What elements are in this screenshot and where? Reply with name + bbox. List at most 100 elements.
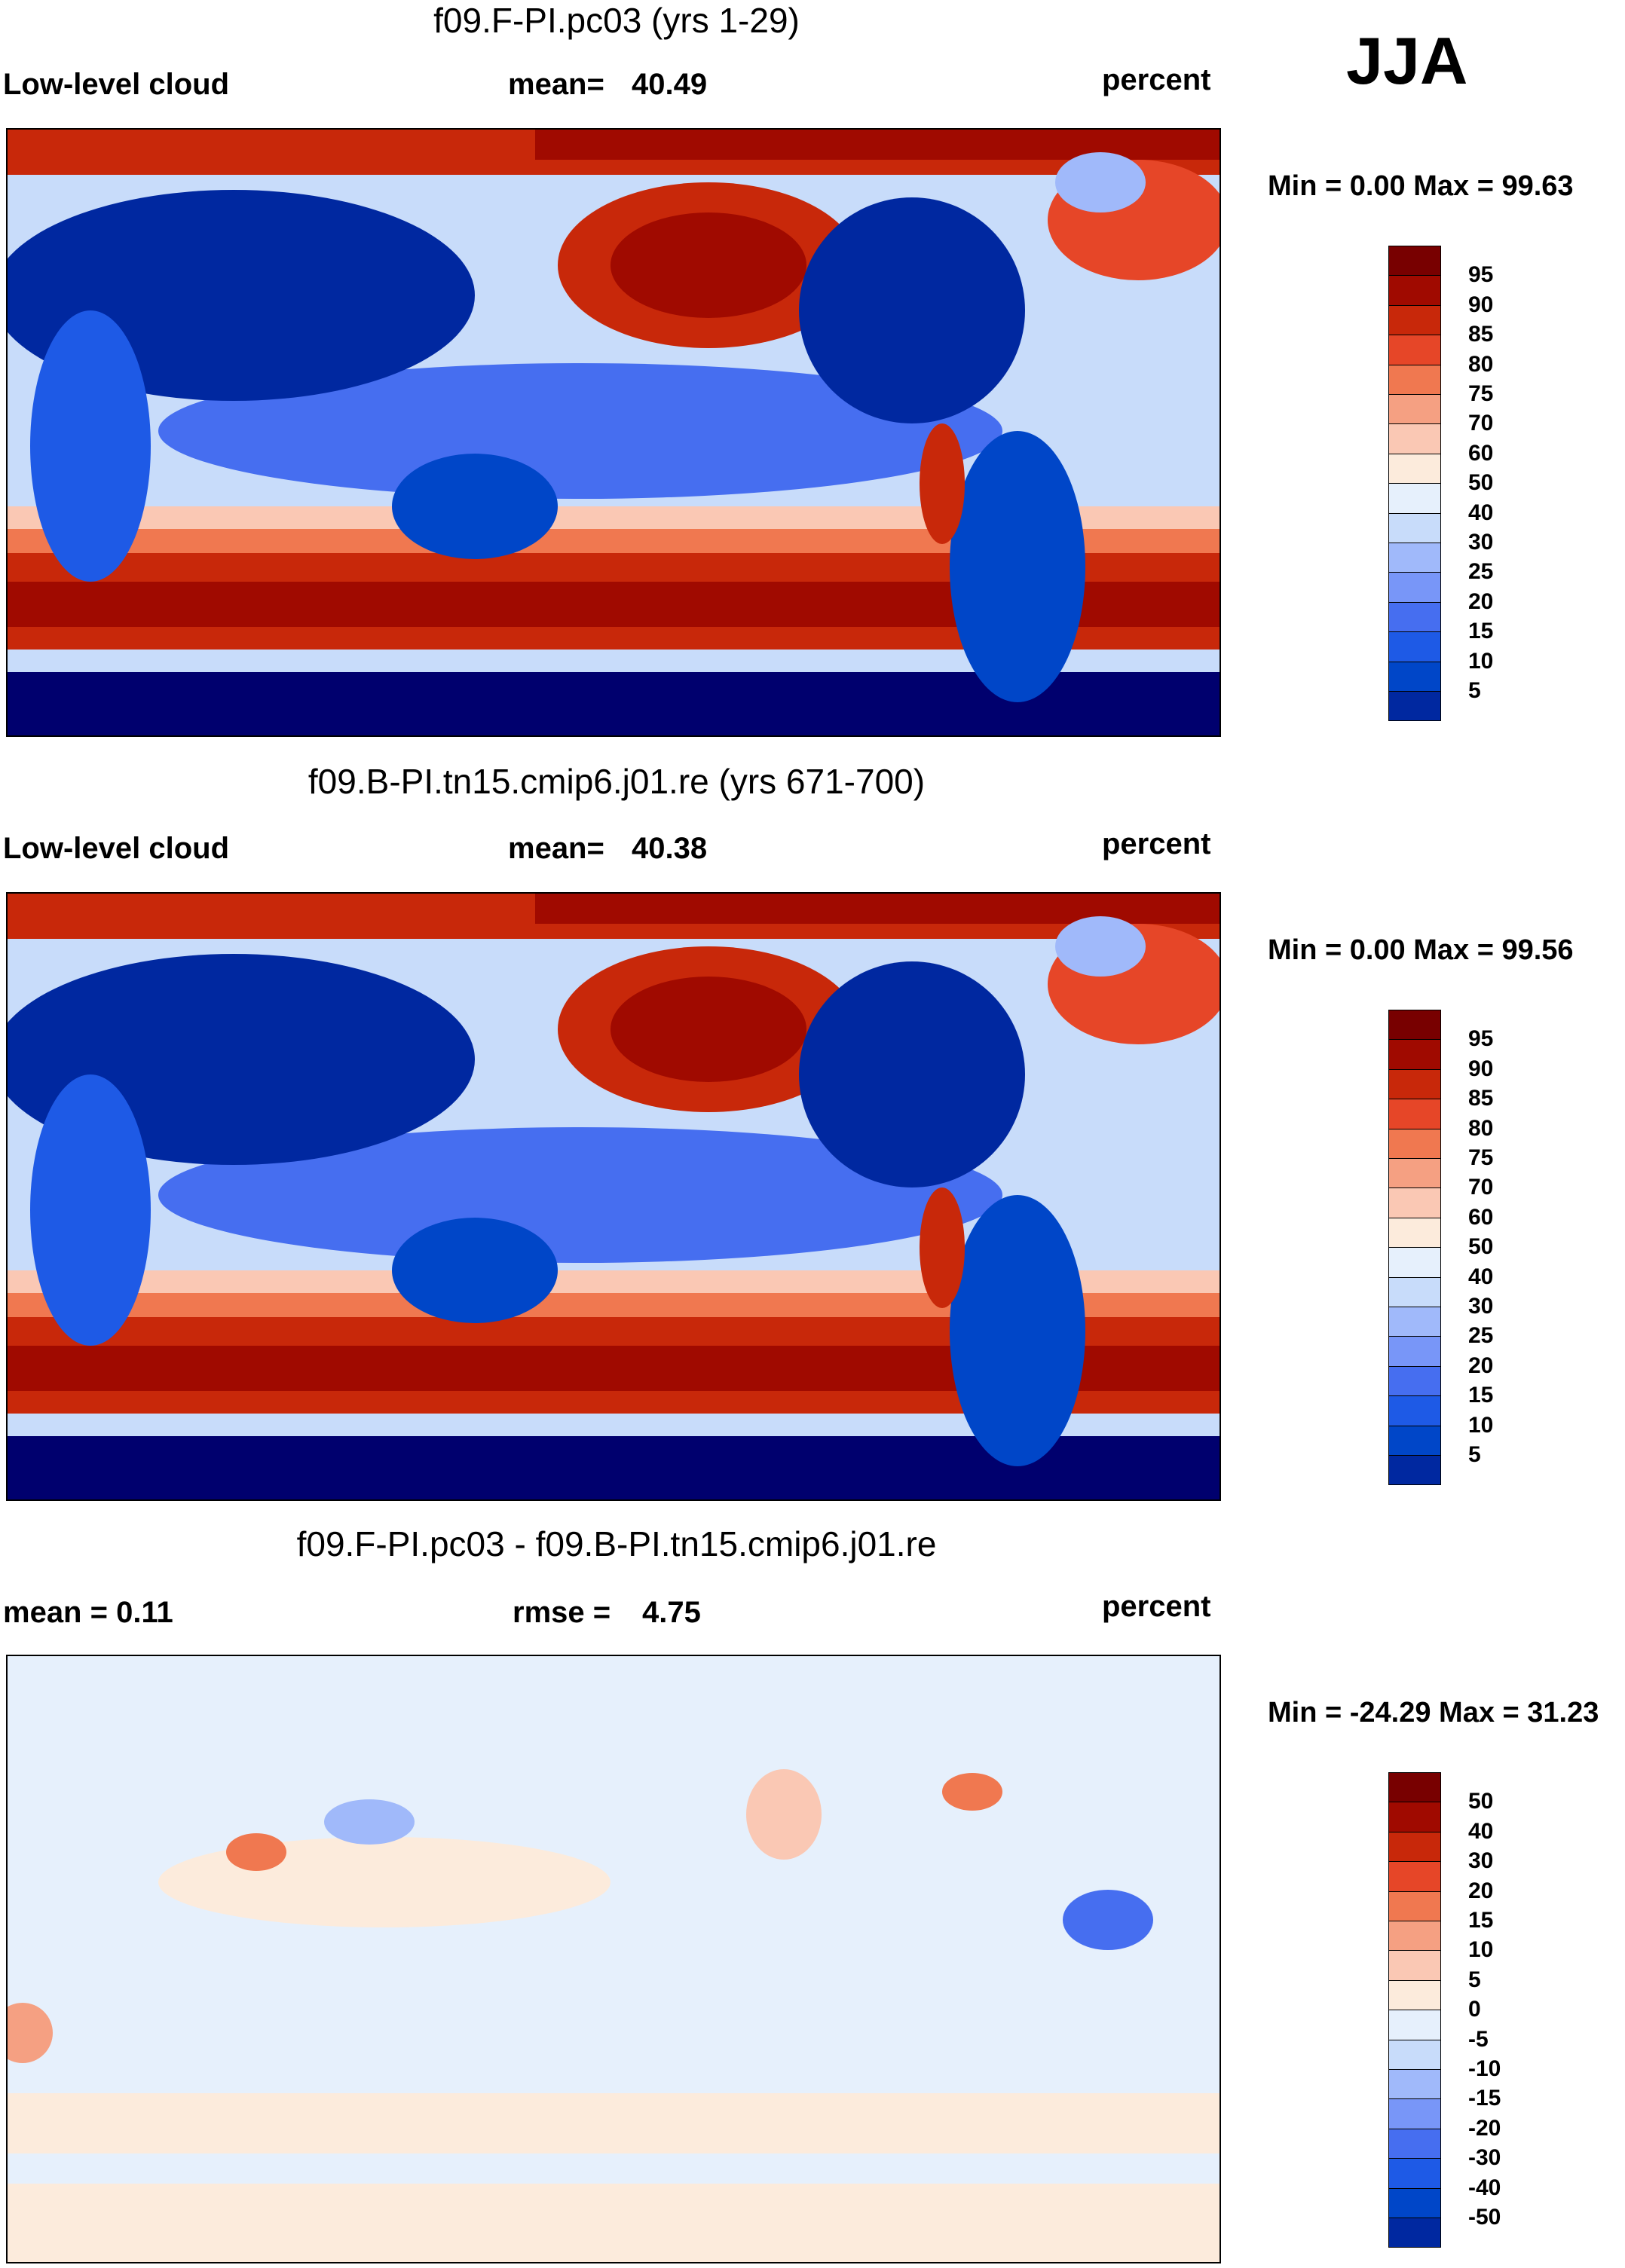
diff-india-positive xyxy=(226,1833,286,1871)
colorbar-tick-label: 50 xyxy=(1468,1789,1494,1814)
panel-1-variable-label: Low-level cloud xyxy=(3,68,230,101)
colorbar-swatch xyxy=(1388,1039,1441,1070)
colorbar-tick-label: 15 xyxy=(1468,1383,1494,1408)
colorbar-tick-label: 70 xyxy=(1468,1175,1494,1200)
panel-3-rmse-label: rmse = xyxy=(513,1596,611,1629)
australia xyxy=(392,454,558,559)
panel-3-map xyxy=(6,1655,1221,2263)
peru-stratus xyxy=(920,423,965,544)
colorbar-swatch xyxy=(1388,1187,1441,1218)
panel-2-minmax: Min = 0.00 Max = 99.56 xyxy=(1268,934,1574,966)
colorbar-swatch xyxy=(1388,1099,1441,1129)
colorbar-swatch xyxy=(1388,423,1441,454)
diff-west-edge-positive xyxy=(8,2003,53,2063)
colorbar-tick-label: 90 xyxy=(1468,292,1494,317)
colorbar-swatch xyxy=(1388,394,1441,425)
africa xyxy=(30,1074,151,1346)
diff-antarctic-band xyxy=(8,2184,1220,2262)
colorbar-swatch xyxy=(1388,691,1441,722)
colorbar-swatch xyxy=(1388,1455,1441,1486)
colorbar-swatch xyxy=(1388,1276,1441,1307)
panel-3-title: f09.F-PI.pc03 - f09.B-PI.tn15.cmip6.j01.… xyxy=(296,1524,937,1563)
north-pacific-core xyxy=(611,212,806,318)
colorbar-swatch xyxy=(1388,335,1441,365)
colorbar-swatch xyxy=(1388,1395,1441,1426)
panel-3-rmse-value: 4.75 xyxy=(642,1596,701,1629)
colorbar-tick-label: -30 xyxy=(1468,2145,1501,2171)
north-america xyxy=(799,197,1025,423)
colorbar-swatch xyxy=(1388,1831,1441,1863)
colorbar-tick-label: 10 xyxy=(1468,1937,1494,1963)
colorbar-swatch xyxy=(1388,246,1441,277)
colorbar-swatch xyxy=(1388,304,1441,336)
colorbar-tick-label: 75 xyxy=(1468,381,1494,406)
panel-2-map-svg xyxy=(8,894,1220,1499)
colorbar-tick-label: 20 xyxy=(1468,1878,1494,1903)
colorbar-tick-label: 10 xyxy=(1468,648,1494,674)
colorbar-swatch xyxy=(1388,1772,1441,1803)
colorbar-swatch xyxy=(1388,1158,1441,1189)
colorbar-tick-label: 0 xyxy=(1468,1997,1481,2022)
colorbar-tick-label: 15 xyxy=(1468,1908,1494,1933)
panel-1-title: f09.F-PI.pc03 (yrs 1-29) xyxy=(433,1,800,40)
colorbar-swatch xyxy=(1388,453,1441,484)
colorbar-tick-label: 95 xyxy=(1468,262,1494,288)
colorbar-tick-label: 15 xyxy=(1468,619,1494,644)
colorbar-swatch xyxy=(1388,1010,1441,1041)
colorbar-swatch xyxy=(1388,1336,1441,1367)
colorbar-tick-label: 30 xyxy=(1468,530,1494,555)
colorbar-swatch xyxy=(1388,2010,1441,2040)
greenland xyxy=(1055,916,1146,977)
colorbar-swatch xyxy=(1388,2098,1441,2129)
colorbar-tick-label: 20 xyxy=(1468,1353,1494,1378)
colorbar-tick-label: 5 xyxy=(1468,1442,1481,1467)
season-label: JJA xyxy=(1346,23,1468,98)
panel-1-map xyxy=(6,128,1221,737)
colorbar-swatch xyxy=(1388,661,1441,692)
colorbar-tick-label: 60 xyxy=(1468,1204,1494,1230)
colorbar-tick-label: 20 xyxy=(1468,588,1494,614)
tropical-pacific-low xyxy=(158,363,1002,499)
colorbar-tick-label: 10 xyxy=(1468,1412,1494,1438)
south-america xyxy=(950,431,1085,702)
colorbar-tick-label: -10 xyxy=(1468,2056,1501,2081)
panel-2-variable-label: Low-level cloud xyxy=(3,832,230,865)
colorbar-swatch xyxy=(1388,2218,1441,2248)
panel-1-colorbar: 95 90 85 80 75 70 60 50 40 30 25 20 15 10 5 xyxy=(1388,246,1493,722)
greenland xyxy=(1055,152,1146,212)
colorbar-tick-label: 50 xyxy=(1468,470,1494,496)
north-america xyxy=(799,961,1025,1187)
diff-northeast-pacific xyxy=(746,1769,822,1860)
panel-2-map xyxy=(6,892,1221,1501)
tropical-pacific-low xyxy=(158,1127,1002,1263)
diff-southern-band xyxy=(8,2093,1220,2153)
colorbar-swatch xyxy=(1388,2039,1441,2070)
colorbar-tick-label: 30 xyxy=(1468,1294,1494,1319)
australia xyxy=(392,1218,558,1323)
panel-2-units: percent xyxy=(1102,827,1211,860)
colorbar-tick-label: 30 xyxy=(1468,1848,1494,1874)
diff-background xyxy=(8,1656,1220,2262)
colorbar-tick-label: 95 xyxy=(1468,1026,1494,1052)
colorbar-tick-label: 5 xyxy=(1468,1967,1481,1992)
colorbar-swatch xyxy=(1388,1307,1441,1337)
south-america xyxy=(950,1195,1085,1466)
colorbar-swatch xyxy=(1388,1861,1441,1892)
colorbar-swatch xyxy=(1388,601,1441,633)
panel-3-units: percent xyxy=(1102,1590,1211,1623)
colorbar-swatch xyxy=(1388,2128,1441,2159)
colorbar-tick-label: 85 xyxy=(1468,322,1494,347)
panel-1-map-svg xyxy=(8,130,1220,735)
colorbar-tick-label: 5 xyxy=(1468,678,1481,703)
colorbar-tick-label: 60 xyxy=(1468,440,1494,466)
panel-2-title: f09.B-PI.tn15.cmip6.j01.re (yrs 671-700) xyxy=(308,762,926,801)
panel-2-mean-value: 40.38 xyxy=(632,832,708,865)
colorbar-tick-label: 50 xyxy=(1468,1234,1494,1260)
colorbar-tick-label: -15 xyxy=(1468,2086,1501,2111)
diff-east-coast-positive xyxy=(942,1773,1002,1811)
colorbar-swatch xyxy=(1388,2158,1441,2189)
colorbar-tick-label: 80 xyxy=(1468,1115,1494,1141)
panel-1-mean-value: 40.49 xyxy=(632,68,708,101)
colorbar-tick-label: 40 xyxy=(1468,1264,1494,1289)
panel-2-mean-label: mean= xyxy=(508,832,604,865)
